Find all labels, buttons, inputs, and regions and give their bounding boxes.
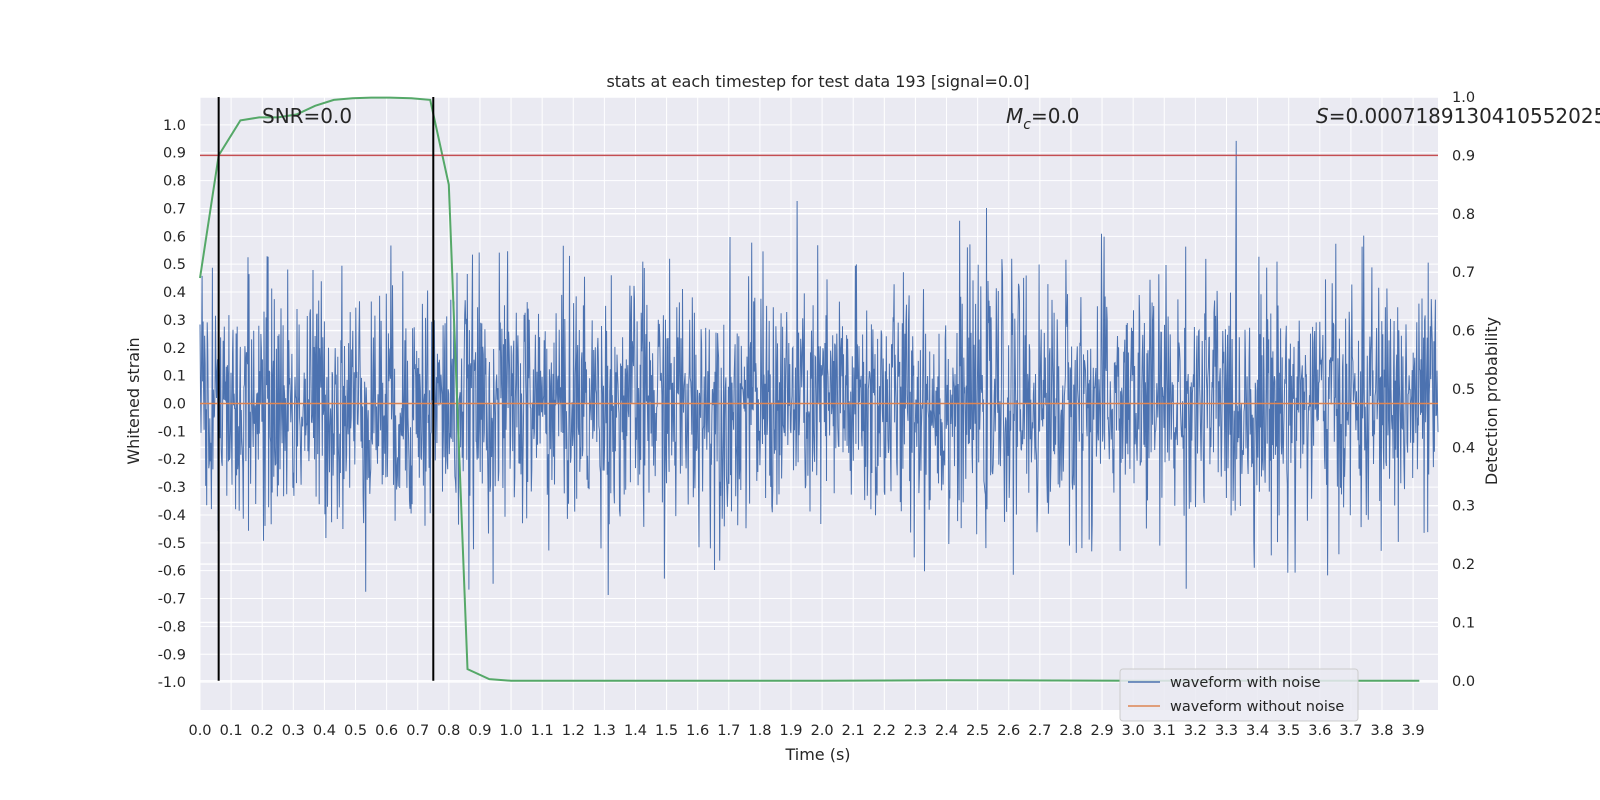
x-tick-label: 1.0 bbox=[500, 723, 523, 739]
x-tick-label: 1.4 bbox=[624, 723, 647, 739]
x-tick-label: 3.1 bbox=[1153, 723, 1176, 739]
x-tick-label: 3.9 bbox=[1402, 723, 1425, 739]
x-tick-label: 1.3 bbox=[593, 723, 616, 739]
y-tick-label: 0.1 bbox=[163, 369, 186, 385]
x-tick-label: 0.5 bbox=[344, 723, 367, 739]
y2-tick-label: 0.8 bbox=[1452, 207, 1475, 223]
x-tick-label: 1.7 bbox=[717, 723, 740, 739]
x-tick-label: 2.4 bbox=[935, 723, 958, 739]
x-tick-label: 0.8 bbox=[437, 723, 460, 739]
x-tick-label: 2.7 bbox=[1028, 723, 1051, 739]
y-tick-label: -0.2 bbox=[158, 452, 186, 468]
y-tick-label: 1.0 bbox=[163, 118, 186, 134]
markers bbox=[200, 97, 1438, 681]
legend-label-noise: waveform with noise bbox=[1170, 675, 1321, 691]
waveform-noise-line bbox=[199, 140, 1439, 596]
x-tick-label: 2.8 bbox=[1059, 723, 1082, 739]
x-tick-label: 1.6 bbox=[686, 723, 709, 739]
x-tick-label: 3.7 bbox=[1339, 723, 1362, 739]
x-tick-label: 1.2 bbox=[562, 723, 585, 739]
series-detection-probability bbox=[199, 96, 1420, 682]
s-annotation: S=0.0007189130410552025 bbox=[1316, 104, 1600, 128]
legend-box bbox=[1119, 668, 1359, 722]
y-tick-label: 0.3 bbox=[163, 313, 186, 329]
y2-axis-ticks: 1.0 0.9 0.8 0.7 0.6 0.5 0.4 0.3 0.2 0.1 0.0 bbox=[1452, 90, 1475, 690]
y-tick-label: -0.7 bbox=[158, 592, 186, 608]
y2-tick-label: 0.2 bbox=[1452, 557, 1475, 573]
x-tick-label: 0.6 bbox=[375, 723, 398, 739]
x-tick-label: 3.2 bbox=[1184, 723, 1207, 739]
y2-tick-label: 0.9 bbox=[1452, 148, 1475, 164]
y-axis-ticks: 1.0 0.9 0.8 0.7 0.6 0.5 0.4 0.3 0.2 0.1 0.0 -0.1 -0.… bbox=[158, 118, 186, 691]
x-tick-label: 0.9 bbox=[468, 723, 491, 739]
y-tick-label: -0.4 bbox=[158, 508, 186, 524]
x-tick-label: 0.3 bbox=[282, 723, 305, 739]
x-tick-label: 3.6 bbox=[1308, 723, 1331, 739]
chirp-mass-annotation: Mc=0.0 bbox=[1006, 104, 1080, 133]
y-tick-label: 0.9 bbox=[163, 146, 186, 162]
x-tick-label: 3.3 bbox=[1215, 723, 1238, 739]
y-tick-label: 0.6 bbox=[163, 229, 186, 245]
x-tick-label: 0.7 bbox=[406, 723, 429, 739]
y-tick-label: -0.5 bbox=[158, 536, 186, 552]
x-tick-label: 1.9 bbox=[779, 723, 802, 739]
x-tick-label: 2.9 bbox=[1091, 723, 1114, 739]
y2-tick-label: 0.7 bbox=[1452, 265, 1475, 281]
series-waveform-with-noise bbox=[199, 140, 1439, 596]
snr-annotation: SNR=0.0 bbox=[262, 104, 352, 128]
y-tick-label: 0.8 bbox=[163, 174, 186, 190]
chart-title: stats at each timestep for test data 193… bbox=[606, 72, 1029, 91]
x-tick-label: 0.0 bbox=[188, 723, 211, 739]
y-tick-label: -1.0 bbox=[158, 675, 186, 691]
y2-tick-label: 0.5 bbox=[1452, 382, 1475, 398]
x-axis-ticks: 0.0 0.1 0.2 0.3 0.4 0.5 0.6 0.7 0.8 0.9 1.0 1.1 1.2 1… bbox=[188, 723, 1424, 739]
x-tick-label: 3.0 bbox=[1122, 723, 1145, 739]
x-tick-label: 2.2 bbox=[873, 723, 896, 739]
y2-tick-label: 1.0 bbox=[1452, 90, 1475, 106]
x-tick-label: 1.1 bbox=[531, 723, 554, 739]
y-tick-label: -0.6 bbox=[158, 564, 186, 580]
x-tick-label: 3.4 bbox=[1246, 723, 1269, 739]
x-tick-label: 1.5 bbox=[655, 723, 678, 739]
y2-tick-label: 0.4 bbox=[1452, 440, 1475, 456]
legend: waveform with noise waveform without noi… bbox=[1119, 668, 1359, 722]
x-tick-label: 0.1 bbox=[220, 723, 243, 739]
x-tick-label: 0.2 bbox=[251, 723, 274, 739]
y2-tick-label: 0.1 bbox=[1452, 615, 1475, 631]
x-tick-label: 2.6 bbox=[997, 723, 1020, 739]
y2-tick-label: 0.3 bbox=[1452, 499, 1475, 515]
x-axis-label: Time (s) bbox=[784, 745, 850, 764]
y-tick-label: -0.3 bbox=[158, 480, 186, 496]
x-tick-label: 2.0 bbox=[811, 723, 834, 739]
y-tick-label: -0.1 bbox=[158, 424, 186, 440]
x-tick-label: 2.3 bbox=[904, 723, 927, 739]
y2-tick-label: 0.0 bbox=[1452, 674, 1475, 690]
x-tick-label: 2.1 bbox=[842, 723, 865, 739]
y-tick-label: 0.5 bbox=[163, 257, 186, 273]
x-tick-label: 2.5 bbox=[966, 723, 989, 739]
y-tick-label: -0.8 bbox=[158, 619, 186, 635]
y2-tick-label: 0.6 bbox=[1452, 324, 1475, 340]
y-axis-label: Whitened strain bbox=[124, 337, 143, 464]
y-tick-label: 0.4 bbox=[163, 285, 186, 301]
x-tick-label: 1.8 bbox=[748, 723, 771, 739]
detection-probability-line bbox=[199, 96, 1420, 682]
y-tick-label: 0.0 bbox=[163, 397, 186, 413]
x-tick-label: 3.5 bbox=[1277, 723, 1300, 739]
y-tick-label: 0.2 bbox=[163, 341, 186, 357]
y-tick-label: -0.9 bbox=[158, 647, 186, 663]
x-tick-label: 3.8 bbox=[1370, 723, 1393, 739]
legend-label-clean: waveform without noise bbox=[1170, 699, 1344, 715]
y-tick-label: 0.7 bbox=[163, 201, 186, 217]
y2-axis-label: Detection probability bbox=[1482, 317, 1501, 485]
x-tick-label: 0.4 bbox=[313, 723, 336, 739]
